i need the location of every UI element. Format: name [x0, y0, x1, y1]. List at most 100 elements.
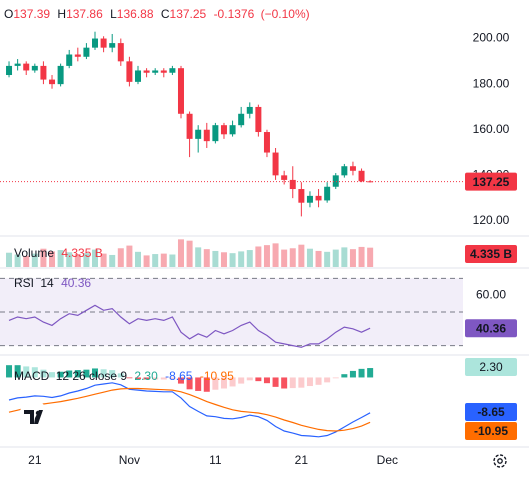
candle-body — [315, 195, 322, 201]
candle-body — [92, 38, 99, 48]
candle-body — [126, 61, 133, 82]
legend-key: O — [4, 7, 13, 21]
y-tick-label: 160.00 — [473, 122, 510, 136]
macd-hist-value: 2.30 — [134, 369, 158, 383]
volume-bar — [49, 251, 56, 267]
candle-body — [31, 65, 38, 71]
volume-bar — [298, 244, 305, 267]
legend-value: 136.88 — [117, 7, 154, 21]
axis-value-label: 4.335 B — [470, 247, 512, 261]
volume-bar — [195, 247, 202, 267]
volume-bar — [367, 247, 374, 267]
candle-body — [169, 68, 176, 73]
macd-histogram-bar — [203, 377, 210, 392]
axis-value-box — [465, 358, 517, 376]
macd-histogram-bar — [160, 377, 167, 380]
volume-bar — [6, 252, 13, 267]
gear-center — [497, 458, 503, 464]
candle-body — [186, 113, 193, 139]
macd-histogram-bar — [341, 374, 348, 378]
candle-body — [143, 70, 150, 73]
candle-body — [281, 175, 288, 180]
macd-histogram-bar — [66, 370, 73, 378]
macd-histogram-bar — [315, 377, 322, 385]
volume-bar — [332, 249, 339, 267]
candle-body — [289, 179, 296, 190]
macd-histogram-bar — [289, 377, 296, 389]
candle-body — [212, 125, 219, 142]
volume-bar — [229, 253, 236, 267]
x-tick-label: 21 — [28, 453, 42, 467]
volume-bar — [126, 245, 133, 267]
volume-bar — [315, 250, 322, 267]
volume-bar — [31, 253, 38, 267]
candle-body — [100, 38, 107, 48]
macd-histogram-bar — [306, 377, 313, 387]
candle-body — [263, 132, 270, 153]
volume-bar — [212, 250, 219, 267]
macd-histogram-bar — [23, 366, 30, 378]
legend-value: 137.86 — [66, 7, 103, 21]
macd-histogram-bar — [92, 368, 99, 378]
axis-value-label: 40.36 — [476, 321, 506, 335]
axis-value-label: 137.25 — [473, 175, 510, 189]
volume-bar — [203, 249, 210, 267]
volume-bar — [109, 254, 116, 267]
legend-key: L — [110, 7, 117, 21]
macd-line — [8, 382, 371, 438]
rsi-band — [0, 278, 463, 346]
macd-histogram-bar — [109, 370, 116, 378]
y-tick-label: 180.00 — [473, 76, 510, 90]
volume-value: 4.335 B — [61, 246, 102, 260]
candle-body — [57, 65, 64, 85]
macd-histogram-bar — [152, 377, 159, 380]
macd-histogram-bar — [6, 365, 13, 378]
candle-body — [255, 106, 262, 133]
legend-value: 137.25 — [170, 7, 207, 21]
volume-bar — [281, 249, 288, 267]
volume-bar — [246, 250, 253, 267]
macd-line-value: -8.65 — [165, 369, 193, 383]
volume-bar — [134, 251, 141, 267]
macd-histogram-bar — [169, 377, 176, 380]
macd-name: MACD — [14, 369, 50, 383]
volume-bar — [74, 254, 81, 267]
candle-body — [367, 181, 374, 183]
volume-bar — [83, 253, 90, 267]
macd-histogram-bar — [49, 372, 56, 378]
macd-histogram-bar — [263, 377, 270, 384]
volume-bar — [57, 250, 64, 267]
x-tick-label: 11 — [209, 453, 222, 467]
candle-body — [177, 68, 184, 114]
axis-value-box — [465, 319, 517, 338]
rsi-value: 40.36 — [61, 276, 91, 290]
volume-legend: Volume 4.335 B — [14, 246, 103, 260]
volume-bar — [238, 251, 245, 267]
rsi-line — [8, 304, 371, 348]
marks: 120.00140.00160.00180.00200.00137.2521No… — [0, 31, 517, 467]
macd-params: 12 26 close 9 — [56, 369, 128, 383]
candle-body — [272, 152, 279, 176]
x-tick-label: 21 — [295, 453, 309, 467]
x-tick-label: Nov — [119, 453, 140, 467]
axis-value-box — [465, 422, 517, 440]
x-tick-label: Dec — [377, 453, 398, 467]
candle-body — [341, 166, 348, 176]
macd-histogram-bar — [57, 371, 64, 378]
candle-body — [40, 65, 47, 80]
candle-body — [298, 189, 305, 203]
macd-histogram-bar — [74, 370, 81, 378]
macd-line — [8, 387, 371, 432]
tradingview-logo[interactable] — [19, 401, 49, 431]
macd-histogram-bar — [100, 369, 107, 378]
macd-histogram-bar — [212, 377, 219, 390]
rsi-params: 14 — [40, 276, 54, 290]
macd-histogram-bar — [298, 377, 305, 388]
candle-body — [324, 186, 331, 201]
candle-body — [160, 70, 167, 73]
legend-key: H — [57, 7, 66, 21]
settings-icon[interactable] — [493, 454, 507, 468]
volume-bar — [349, 249, 356, 267]
